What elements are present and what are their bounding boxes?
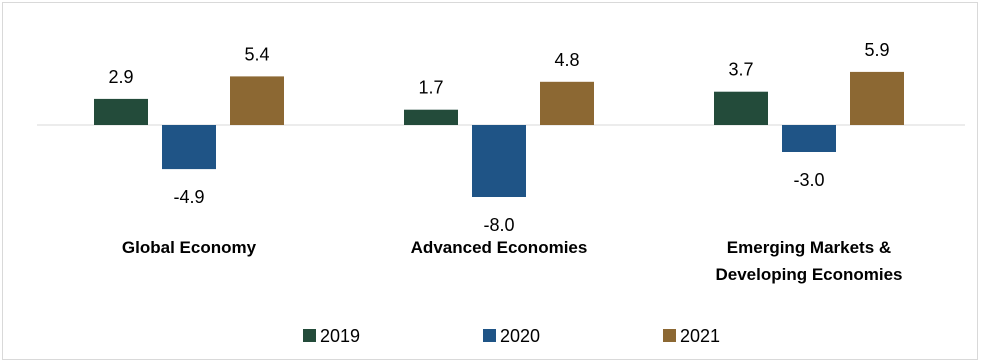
legend: 2019 2020 2021: [303, 326, 720, 346]
bar-2020-cat2: [782, 125, 836, 152]
legend-label-2020: 2020: [500, 326, 540, 346]
legend-swatch-2019: [303, 329, 316, 342]
data-label-2020-cat0: -4.9: [173, 187, 204, 207]
legend-swatch-2020: [483, 329, 496, 342]
data-label-2019-cat0: 2.9: [108, 67, 133, 87]
data-label-2019-cat2: 3.7: [728, 60, 753, 80]
legend-label-2019: 2019: [320, 326, 360, 346]
legend-label-2021: 2021: [680, 326, 720, 346]
bar-2021-cat0: [230, 76, 284, 125]
bar-2020-cat1: [472, 125, 526, 197]
data-label-2021-cat0: 5.4: [244, 44, 269, 64]
chart-frame: 2.9 -4.9 5.4 1.7 -8.0 4.8 3.7 -3.0 5.9 Global Ec…: [2, 2, 978, 360]
data-label-2020-cat2: -3.0: [793, 170, 824, 190]
bar-2020-cat0: [162, 125, 216, 170]
category-label-0-line0: Global Economy: [122, 238, 257, 257]
data-label-2021-cat2: 5.9: [864, 40, 889, 60]
bar-2019-cat0: [94, 98, 148, 125]
bar-2019-cat1: [404, 109, 458, 125]
data-label-2020-cat1: -8.0: [483, 215, 514, 235]
bar-2021-cat1: [540, 81, 594, 125]
bar-2019-cat2: [714, 91, 768, 125]
category-label-1-line0: Advanced Economies: [411, 238, 588, 257]
bar-chart: 2.9 -4.9 5.4 1.7 -8.0 4.8 3.7 -3.0 5.9 Global Ec…: [37, 40, 965, 346]
bar-2021-cat2: [850, 71, 904, 125]
category-label-2-line0: Emerging Markets &: [727, 238, 891, 257]
category-label-2-line1: Developing Economies: [715, 265, 902, 284]
data-label-2019-cat1: 1.7: [418, 78, 443, 98]
legend-swatch-2021: [663, 329, 676, 342]
data-label-2021-cat1: 4.8: [554, 50, 579, 70]
